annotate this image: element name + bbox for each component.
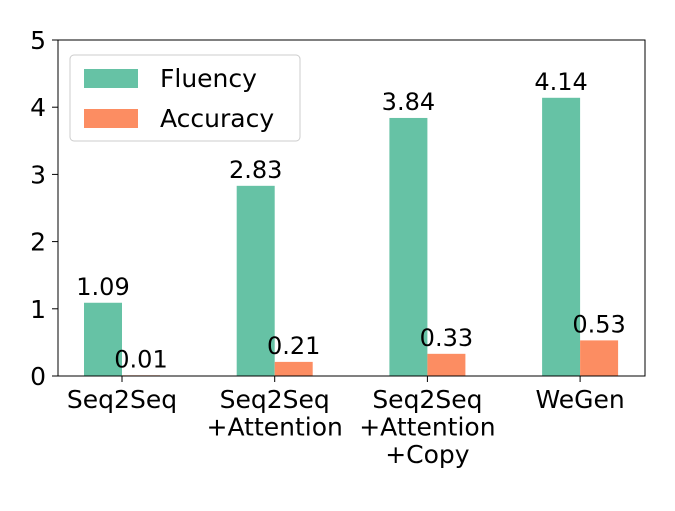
x-tick-label: Seq2Seq +Attention +Copy (359, 385, 495, 469)
y-tick-label: 4 (30, 93, 46, 122)
y-tick-label: 0 (30, 362, 46, 391)
value-label: 0.21 (267, 332, 320, 360)
bar (580, 340, 619, 376)
x-tick-label: Seq2Seq +Attention (207, 385, 343, 442)
x-tick-label: WeGen (535, 385, 624, 414)
x-tick-label: Seq2Seq (67, 385, 177, 414)
plot-frame (57, 39, 646, 377)
bar (389, 117, 428, 377)
legend-label: Accuracy (160, 104, 274, 133)
legend-swatch (84, 69, 138, 88)
value-label: 4.14 (534, 68, 587, 96)
y-tick-label: 5 (30, 26, 46, 55)
y-tick-label: 2 (30, 228, 46, 257)
value-label: 1.09 (76, 273, 129, 301)
bar (427, 353, 466, 376)
legend-label: Fluency (160, 64, 257, 93)
bar (274, 361, 313, 376)
value-label: 0.33 (420, 324, 473, 352)
value-label: 3.84 (382, 88, 435, 116)
value-label: 2.83 (229, 156, 282, 184)
value-label: 0.01 (114, 345, 167, 373)
bar (236, 185, 275, 376)
bar (84, 302, 122, 376)
bar (542, 97, 581, 377)
legend-swatch (84, 109, 138, 128)
y-tick-label: 1 (30, 295, 46, 324)
y-tick-label: 3 (30, 160, 46, 189)
value-label: 0.53 (572, 310, 625, 338)
